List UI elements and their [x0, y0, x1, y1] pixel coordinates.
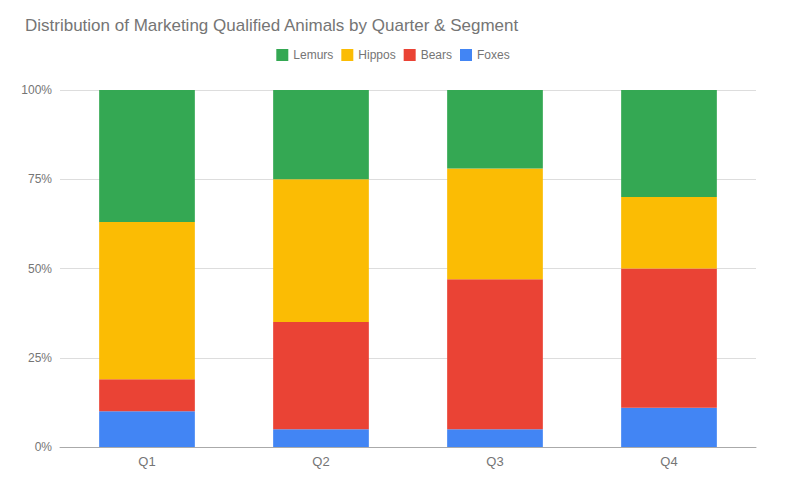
- svg-text:100%: 100%: [21, 83, 52, 97]
- svg-text:Q1: Q1: [138, 454, 155, 469]
- svg-text:Foxes: Foxes: [477, 48, 510, 62]
- svg-text:25%: 25%: [28, 351, 52, 365]
- svg-text:75%: 75%: [28, 172, 52, 186]
- svg-text:0%: 0%: [35, 440, 53, 454]
- svg-text:Distribution of Marketing Qual: Distribution of Marketing Qualified Anim…: [25, 16, 519, 35]
- svg-text:Q3: Q3: [486, 454, 503, 469]
- svg-text:50%: 50%: [28, 262, 52, 276]
- svg-text:Q2: Q2: [312, 454, 329, 469]
- svg-text:Q4: Q4: [660, 454, 677, 469]
- svg-text:Lemurs: Lemurs: [293, 48, 333, 62]
- svg-text:Bears: Bears: [421, 48, 452, 62]
- svg-text:Hippos: Hippos: [358, 48, 395, 62]
